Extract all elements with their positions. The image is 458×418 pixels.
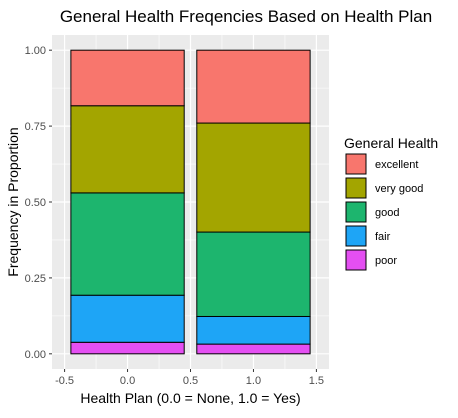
legend: General Health excellent very good good fai… [344,135,438,271]
axes: 0.00 0.25 0.50 0.75 1.00 -0.5 0.0 0.5 1.0 1.5 [25,45,324,387]
x-tick-label: 1.0 [246,375,261,387]
x-tick-label: -0.5 [55,375,74,387]
legend-label-excellent: excellent [375,159,418,171]
bar-segment-poor-0 [70,341,185,355]
legend-title: General Health [344,135,438,151]
bar-segment-very-good-0 [70,105,185,194]
legend-key-fair [345,225,367,247]
legend-label-very-good: very good [375,183,423,195]
bar-segment-very-good-1 [196,122,311,233]
legend-key-poor [345,249,367,271]
bar-segment-excellent-0 [70,49,185,107]
x-tick-label: 1.5 [309,375,324,387]
legend-label-poor: poor [375,255,397,267]
legend-key-very-good [345,177,367,199]
y-tick-label: 0.50 [25,197,46,209]
bar-segment-good-1 [196,231,311,317]
bar-segment-fair-0 [70,294,185,343]
y-axis-label: Frequency in Proportion [5,127,21,276]
y-tick-label: 1.00 [25,45,46,57]
bars [70,49,311,355]
y-tick-label: 0.25 [25,273,46,285]
y-tick-label: 0.75 [25,121,46,133]
bar-segment-fair-1 [196,315,311,345]
chart-title: General Health Freqencies Based on Healt… [60,7,432,26]
bar-segment-poor-1 [196,343,311,355]
x-axis-label: Health Plan (0.0 = None, 1.0 = Yes) [80,390,300,406]
bar-segment-good-0 [70,192,185,296]
legend-label-good: good [375,207,399,219]
x-tick-label: 0.5 [183,375,198,387]
y-tick-label: 0.00 [25,349,46,361]
x-tick-label: 0.0 [120,375,135,387]
legend-key-good [345,201,367,223]
legend-key-excellent [345,153,367,175]
bar-segment-excellent-1 [196,49,311,124]
legend-label-fair: fair [375,231,391,243]
